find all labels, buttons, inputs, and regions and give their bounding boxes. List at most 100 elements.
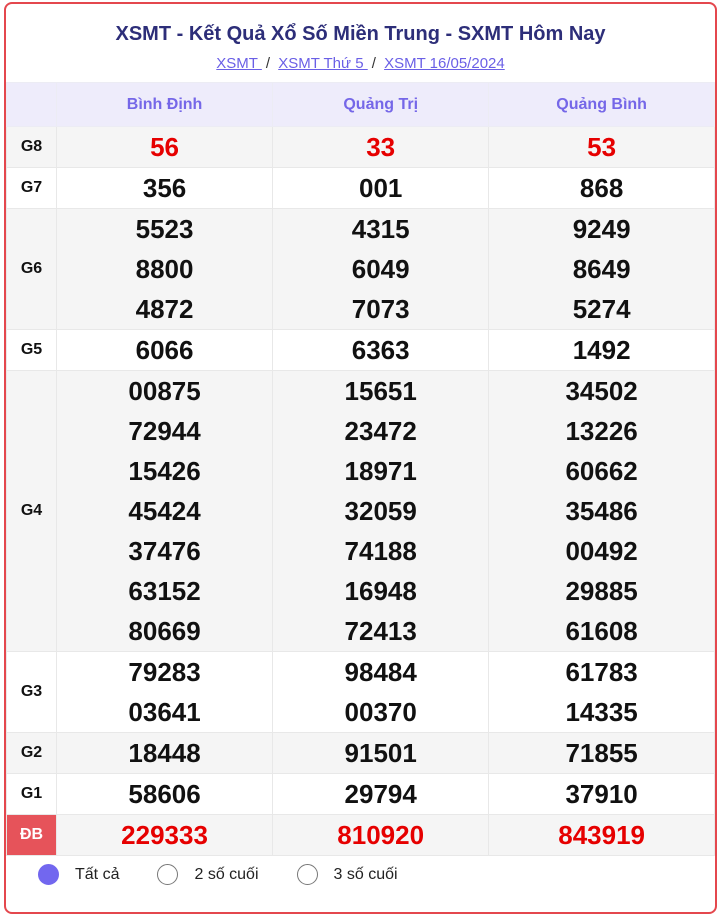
prize-number: 53 bbox=[587, 132, 617, 162]
prize-cell: 58606 bbox=[55, 773, 274, 815]
prize-number: 868 bbox=[579, 173, 624, 203]
prize-row-g8: G8 56 33 53 bbox=[6, 126, 715, 168]
filter-label: 3 số cuối bbox=[333, 865, 398, 883]
prize-cell: 001 bbox=[272, 167, 490, 209]
prize-row-g2: G2 18448 91501 71855 bbox=[6, 732, 715, 774]
prize-cell: 843919 bbox=[488, 814, 715, 856]
prize-number: 14335 bbox=[565, 697, 638, 727]
prize-number: 810920 bbox=[337, 820, 425, 850]
prize-number: 72944 bbox=[128, 416, 201, 446]
prize-number: 60662 bbox=[565, 456, 638, 486]
prize-label: G6 bbox=[6, 208, 57, 330]
prize-number: 6066 bbox=[135, 335, 194, 365]
prize-label: G1 bbox=[6, 773, 57, 815]
prize-row-g5: G5 6066 6363 1492 bbox=[6, 329, 715, 371]
results-table: Bình Định Quảng Trị Quảng Bình G8 56 33 53 G… bbox=[6, 82, 715, 856]
prize-label: G4 bbox=[6, 370, 57, 652]
prize-number: 29794 bbox=[344, 779, 417, 809]
prize-label: G5 bbox=[6, 329, 57, 371]
breadcrumb-date[interactable]: XSMT 16/05/2024 bbox=[384, 55, 505, 72]
prize-cell: 356 bbox=[55, 167, 274, 209]
prize-cell: 29794 bbox=[272, 773, 490, 815]
prize-number: 29885 bbox=[565, 576, 638, 606]
prize-number: 80669 bbox=[128, 616, 201, 646]
prize-cell: 79283 03641 bbox=[55, 651, 274, 733]
filter-label: Tất cả bbox=[75, 865, 120, 883]
prize-label: G3 bbox=[6, 651, 57, 733]
breadcrumb: XSMT / XSMT Thứ 5 / XSMT 16/05/2024 bbox=[216, 55, 505, 72]
prize-cell: 229333 bbox=[55, 814, 274, 856]
prize-number: 5523 bbox=[135, 214, 194, 244]
province-header: Quảng Bình bbox=[488, 82, 715, 127]
prize-number: 37910 bbox=[565, 779, 638, 809]
prize-number: 18971 bbox=[344, 456, 417, 486]
prize-number: 71855 bbox=[565, 738, 638, 768]
prize-number: 00875 bbox=[128, 376, 201, 406]
prize-number: 00370 bbox=[344, 697, 417, 727]
prize-number: 356 bbox=[142, 173, 187, 203]
breadcrumb-xsmt-thu5[interactable]: XSMT Thứ 5 bbox=[278, 55, 368, 72]
prize-cell: 71855 bbox=[488, 732, 715, 774]
prize-row-g1: G1 58606 29794 37910 bbox=[6, 773, 715, 815]
prize-number: 6363 bbox=[351, 335, 410, 365]
radio-button[interactable] bbox=[296, 864, 318, 885]
radio-button[interactable] bbox=[38, 864, 59, 885]
prize-number: 13226 bbox=[565, 416, 638, 446]
filter-option[interactable]: Tất cả bbox=[38, 864, 119, 885]
prize-number: 00492 bbox=[565, 536, 638, 566]
breadcrumb-xsmt[interactable]: XSMT bbox=[216, 55, 262, 72]
prize-cell: 56 bbox=[55, 126, 274, 168]
prize-number: 23472 bbox=[344, 416, 417, 446]
corner-cell bbox=[6, 82, 57, 127]
prize-cell: 1492 bbox=[488, 329, 715, 371]
prize-number: 98484 bbox=[344, 657, 417, 687]
prize-cell: 61783 14335 bbox=[488, 651, 715, 733]
prize-number: 72413 bbox=[344, 616, 417, 646]
prize-number: 001 bbox=[358, 173, 403, 203]
prize-cell: 6363 bbox=[272, 329, 490, 371]
prize-label: G8 bbox=[6, 126, 57, 168]
prize-cell: 18448 bbox=[55, 732, 274, 774]
province-header: Quảng Trị bbox=[272, 82, 490, 127]
prize-number: 33 bbox=[366, 132, 396, 162]
prize-cell: 98484 00370 bbox=[272, 651, 490, 733]
prize-cell: 37910 bbox=[488, 773, 715, 815]
prize-number: 843919 bbox=[558, 820, 645, 850]
prize-cell: 4315 6049 7073 bbox=[272, 208, 490, 330]
prize-number: 18448 bbox=[128, 738, 201, 768]
radio-button[interactable] bbox=[157, 864, 179, 885]
prize-number: 63152 bbox=[128, 576, 201, 606]
prize-row-g4: G4 00875 72944 15426 45424 37476 63152 80669 156… bbox=[6, 370, 715, 652]
prize-label: G7 bbox=[6, 167, 57, 209]
prize-number: 32059 bbox=[344, 496, 417, 526]
prize-number: 58606 bbox=[128, 779, 201, 809]
prize-row-g6: G6 5523 8800 4872 4315 6049 7073 9249 8649 5274 bbox=[6, 208, 715, 330]
prize-number: 79283 bbox=[128, 657, 201, 687]
prize-number: 37476 bbox=[128, 536, 201, 566]
prize-number: 03641 bbox=[128, 697, 201, 727]
prize-cell: 810920 bbox=[272, 814, 490, 856]
prize-cell: 6066 bbox=[55, 329, 274, 371]
prize-cell: 868 bbox=[488, 167, 715, 209]
prize-cell: 34502 13226 60662 35486 00492 29885 61608 bbox=[488, 370, 715, 652]
prize-number: 4315 bbox=[351, 214, 410, 244]
filter-label: 2 số cuối bbox=[194, 865, 259, 883]
prize-cell: 9249 8649 5274 bbox=[488, 208, 715, 330]
prize-number: 34502 bbox=[565, 376, 638, 406]
digit-filter: Tất cả 2 số cuối 3 số cuối bbox=[38, 864, 436, 885]
prize-number: 61783 bbox=[565, 657, 638, 687]
prize-number: 56 bbox=[150, 132, 180, 162]
filter-option[interactable]: 3 số cuối bbox=[296, 864, 398, 885]
filter-option[interactable]: 2 số cuối bbox=[157, 864, 259, 885]
province-header: Bình Định bbox=[55, 82, 274, 127]
prize-cell: 33 bbox=[272, 126, 490, 168]
prize-number: 5274 bbox=[572, 294, 631, 324]
prize-number: 45424 bbox=[128, 496, 201, 526]
prize-number: 4872 bbox=[135, 294, 194, 324]
prize-label: ĐB bbox=[6, 814, 57, 856]
prize-number: 7073 bbox=[351, 294, 410, 324]
prize-cell: 15651 23472 18971 32059 74188 16948 72413 bbox=[272, 370, 490, 652]
prize-row-đb: ĐB 229333 810920 843919 bbox=[6, 814, 715, 856]
prize-number: 1492 bbox=[572, 335, 631, 365]
prize-number: 6049 bbox=[351, 254, 410, 284]
